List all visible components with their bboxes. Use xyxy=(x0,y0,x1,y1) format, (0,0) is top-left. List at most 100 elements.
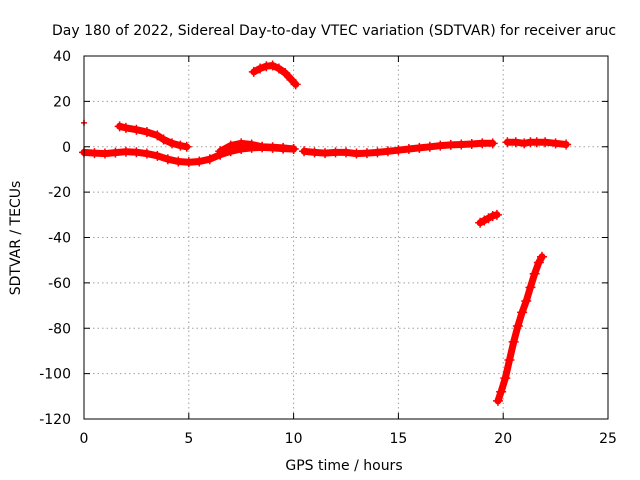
data-point xyxy=(330,147,341,158)
data-point xyxy=(194,156,205,167)
data-point xyxy=(152,150,163,161)
chart-title: Day 180 of 2022, Sidereal Day-to-day VTE… xyxy=(52,23,616,39)
axis-ticks xyxy=(83,55,609,420)
data-point xyxy=(246,139,257,150)
data-point xyxy=(504,355,515,366)
data-point xyxy=(167,138,178,149)
data-point xyxy=(341,147,351,158)
data-point xyxy=(531,137,542,148)
x-tick-label: 10 xyxy=(285,431,303,447)
x-tick-label: 5 xyxy=(184,431,193,447)
data-point xyxy=(141,127,152,138)
data-point xyxy=(290,79,301,90)
y-tick-label: -20 xyxy=(48,185,71,201)
data-point xyxy=(351,148,362,159)
grid-lines xyxy=(84,56,608,419)
data-points xyxy=(79,60,572,406)
data-point xyxy=(466,139,477,150)
x-tick-label: 25 xyxy=(599,431,617,447)
data-point xyxy=(273,63,284,74)
data-point xyxy=(525,282,536,293)
data-point xyxy=(248,66,259,77)
data-point xyxy=(529,268,540,279)
series-late xyxy=(502,137,572,150)
data-point xyxy=(500,373,511,384)
data-point xyxy=(141,148,152,159)
series-upper-early xyxy=(114,121,192,152)
data-point xyxy=(475,217,486,228)
data-point xyxy=(456,139,467,150)
data-point xyxy=(181,141,192,152)
data-point xyxy=(267,60,278,71)
series-upper-6-7h xyxy=(215,138,299,157)
series-high-arc xyxy=(248,60,301,90)
data-point xyxy=(510,137,521,148)
x-tick-label: 20 xyxy=(494,431,512,447)
data-point xyxy=(215,146,226,157)
data-point xyxy=(393,145,404,156)
data-point xyxy=(502,137,513,148)
data-point xyxy=(517,307,528,318)
data-point xyxy=(508,336,519,347)
x-tick-labels: 0 5 10 15 20 25 xyxy=(80,431,617,447)
data-point xyxy=(403,144,414,155)
data-point xyxy=(99,148,110,159)
data-point xyxy=(162,154,173,165)
data-point xyxy=(414,142,425,153)
y-tick-label: 20 xyxy=(53,94,71,110)
data-point xyxy=(533,257,544,268)
data-point xyxy=(521,296,532,307)
series-steep-descent xyxy=(492,251,547,406)
data-point xyxy=(158,134,169,145)
y-tick-label: 0 xyxy=(62,140,71,156)
data-point xyxy=(110,147,121,158)
data-point xyxy=(309,147,320,158)
x-tick-label: 0 xyxy=(80,431,89,447)
data-point xyxy=(372,147,383,158)
data-point xyxy=(131,147,142,158)
data-point xyxy=(204,154,215,165)
data-point xyxy=(278,142,289,153)
data-point xyxy=(483,213,494,224)
x-tick-label: 15 xyxy=(389,431,407,447)
data-point xyxy=(512,320,523,331)
data-point xyxy=(236,138,247,149)
data-point xyxy=(496,386,507,397)
data-point xyxy=(89,148,100,159)
data-point xyxy=(131,124,142,135)
data-point xyxy=(550,138,561,149)
data-point xyxy=(280,68,291,79)
data-point xyxy=(175,140,186,151)
data-point xyxy=(120,146,131,157)
data-point xyxy=(492,395,503,406)
data-point xyxy=(173,156,184,167)
y-tick-label: 40 xyxy=(53,49,71,65)
series-dip-minus-30 xyxy=(475,209,502,228)
data-point xyxy=(361,148,372,159)
data-point xyxy=(477,138,488,149)
y-tick-label: -40 xyxy=(48,231,71,247)
data-point xyxy=(255,63,266,74)
data-point xyxy=(445,139,456,150)
y-tick-label: -120 xyxy=(39,412,71,428)
x-axis-label: GPS time / hours xyxy=(285,458,402,474)
data-point xyxy=(267,142,278,153)
data-point xyxy=(435,140,446,151)
data-point xyxy=(288,144,299,155)
data-point xyxy=(561,139,572,150)
data-point xyxy=(120,122,131,133)
y-tick-label: -60 xyxy=(48,276,71,292)
data-point xyxy=(114,121,125,132)
y-tick-labels: -120 -100 -80 -60 -40 -20 0 20 40 xyxy=(39,49,71,428)
y-axis-label: SDTVAR / TECUs xyxy=(8,181,24,296)
y-tick-label: -100 xyxy=(39,367,71,383)
data-point xyxy=(183,157,194,168)
data-point xyxy=(487,210,498,221)
data-point xyxy=(540,137,551,148)
y-tick-label: -80 xyxy=(48,321,71,337)
data-point xyxy=(257,141,268,152)
data-point xyxy=(299,146,310,157)
data-point xyxy=(519,138,530,149)
data-point xyxy=(487,138,498,149)
